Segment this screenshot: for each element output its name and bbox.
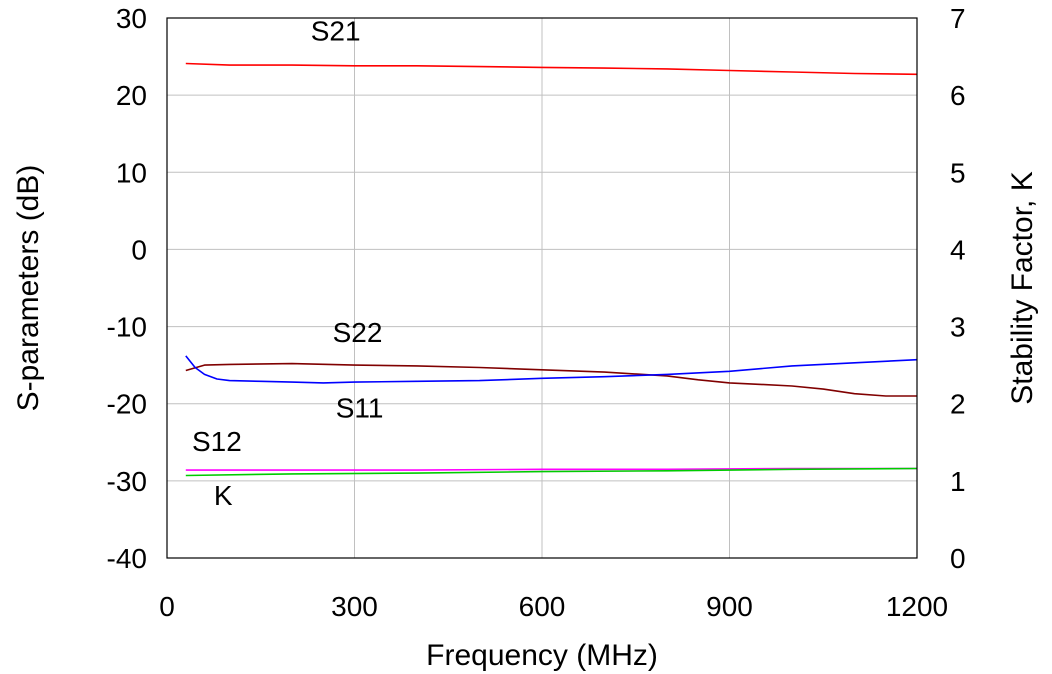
series-label-s12: S12: [192, 426, 242, 457]
series-label-s11: S11: [336, 393, 384, 424]
y2-tick-label: 2: [950, 389, 966, 420]
series-line-k: [185, 467, 918, 477]
y2-tick-label: 5: [950, 157, 966, 188]
y2-axis-title: Stability Factor, K: [1006, 171, 1039, 404]
series-label-s22: S22: [333, 317, 383, 348]
series-label-k: K: [214, 480, 233, 511]
series-line-s21: [185, 62, 918, 76]
y2-tick-label: 1: [950, 466, 966, 497]
y-tick-label: 30: [116, 3, 147, 34]
y2-tick-label: 3: [950, 312, 966, 343]
y-tick-label: -30: [107, 466, 147, 497]
y2-tick-label: 6: [950, 80, 966, 111]
x-tick-label: 300: [331, 591, 378, 622]
series-label-s21: S21: [311, 15, 361, 46]
x-tick-label: 900: [706, 591, 753, 622]
y2-tick-label: 7: [950, 3, 966, 34]
grid-lines: [167, 18, 917, 558]
x-tick-label: 0: [159, 591, 175, 622]
y-tick-label: 10: [116, 157, 147, 188]
series-lines: [185, 62, 918, 477]
series-line-s11: [185, 355, 918, 384]
y-tick-label: 0: [131, 234, 147, 265]
plot-frame: [166, 17, 918, 559]
y2-tick-label: 4: [950, 234, 966, 265]
x-axis-title: Frequency (MHz): [426, 639, 658, 672]
tick-labels: 0 300 600 900 12003020100-10-20-30-407654321…: [107, 3, 966, 622]
y-tick-label: -40: [107, 543, 147, 574]
y-axis-title: S-parameters (dB): [12, 165, 45, 412]
x-tick-label: 600: [519, 591, 566, 622]
series-labels: S21 S22 S11 S12 K: [192, 15, 384, 510]
x-tick-label: 1200: [886, 591, 948, 622]
y2-tick-label: 0: [950, 543, 966, 574]
y-tick-label: 20: [116, 80, 147, 111]
y-tick-label: -10: [107, 312, 147, 343]
series-line-s22: [185, 362, 917, 397]
y-tick-label: -20: [107, 389, 147, 420]
